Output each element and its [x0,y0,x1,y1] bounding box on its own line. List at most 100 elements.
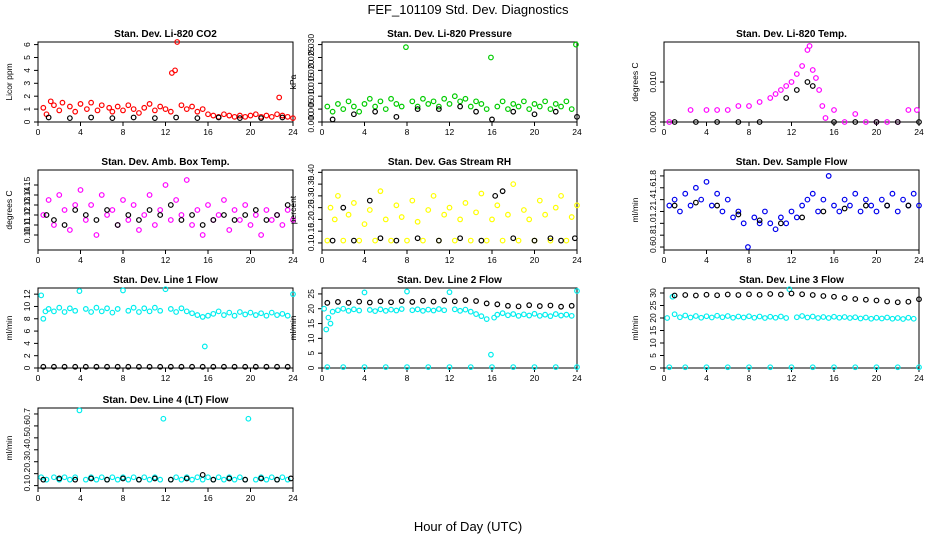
data-point [730,314,736,321]
data-point [494,311,501,318]
data-point [173,309,180,315]
data-point [178,363,185,370]
y-tick-label: 5 [648,353,658,358]
data-point [236,217,243,223]
plot-frame [663,287,920,369]
data-point [323,326,330,333]
panel-title: Stan. Dev. Amb. Box Temp. [101,157,229,168]
y-tick-label: 6 [22,328,32,333]
panel-title: Stan. Dev. Li-820 Temp. [736,29,847,40]
data-point [494,301,501,308]
data-point [361,221,368,228]
x-tick-label: 12 [787,127,797,137]
x-tick-label: 20 [530,127,540,137]
data-point [162,182,169,188]
y-tick-label: 10 [22,301,32,311]
x-tick-label: 0 [320,127,325,137]
data-point [173,197,180,203]
data-point [83,106,90,112]
x-tick-label: 20 [246,255,256,265]
data-point [499,188,506,195]
data-point [136,110,142,116]
data-point [420,297,426,304]
data-point [783,220,790,227]
data-point [178,476,185,483]
y-tick-label: 0.5 [22,432,32,444]
data-point [414,218,421,225]
data-point [151,475,158,482]
data-point [788,208,795,215]
data-point [531,101,538,107]
chart-panel-4: Stan. Dev. Amb. Box Temp. degrees C 0 4 8 12 1… [4,157,298,265]
x-tick-label: 4 [78,493,83,503]
data-point [536,103,543,110]
data-point [120,287,126,294]
data-point [489,116,495,123]
data-point [756,220,763,227]
data-point [558,312,564,319]
data-point [735,313,742,320]
y-tick-label: 0 [22,119,32,124]
data-point [841,314,848,320]
data-point [268,309,275,316]
data-point [157,363,164,370]
data-point [98,308,105,315]
data-point [714,107,721,113]
data-point [483,316,490,323]
data-point [114,476,121,483]
data-point [221,363,227,370]
x-tick-label: 24 [914,127,924,137]
data-point [157,307,164,314]
data-point [430,298,437,305]
data-point [425,306,432,313]
data-point [215,114,222,121]
x-tick-label: 8 [121,493,126,503]
data-point [215,308,222,315]
data-point [916,202,922,209]
data-point [831,202,837,209]
x-tick-label: 4 [704,127,709,137]
y-tick-label: 0.000 [306,111,316,133]
x-tick-label: 24 [288,493,298,503]
y-tick-label: 0.6 [22,420,32,432]
data-point [666,202,673,209]
x-tick-label: 20 [246,493,256,503]
x-tick-label: 12 [161,127,171,137]
data-point [252,312,259,318]
data-point [72,474,79,481]
data-point [777,291,784,298]
data-point [183,308,190,315]
data-point [268,113,275,120]
data-point [526,106,533,112]
data-point [666,364,673,371]
data-point [398,298,405,304]
data-point [520,207,527,213]
data-point [473,311,479,317]
data-point [414,106,421,112]
y-tick-label: 0.15 [22,176,32,193]
data-point [462,297,469,304]
data-point [563,237,570,244]
data-point [72,202,79,208]
data-point [82,363,89,370]
data-point [51,363,57,370]
data-point [136,476,142,483]
data-point [703,313,710,320]
data-point [82,212,89,218]
data-point [409,98,416,105]
data-point [274,476,280,483]
data-point [221,476,227,483]
data-point [327,204,334,211]
data-point [372,237,379,244]
x-tick-label: 0 [662,127,667,137]
data-point [552,364,559,371]
y-tick-label: 8 [22,316,32,321]
x-tick-label: 0 [36,493,41,503]
data-point [746,291,752,298]
data-point [274,363,280,370]
data-point [804,79,811,85]
x-tick-label: 20 [872,373,882,383]
data-point [404,288,410,295]
x-tick-label: 12 [787,255,797,265]
